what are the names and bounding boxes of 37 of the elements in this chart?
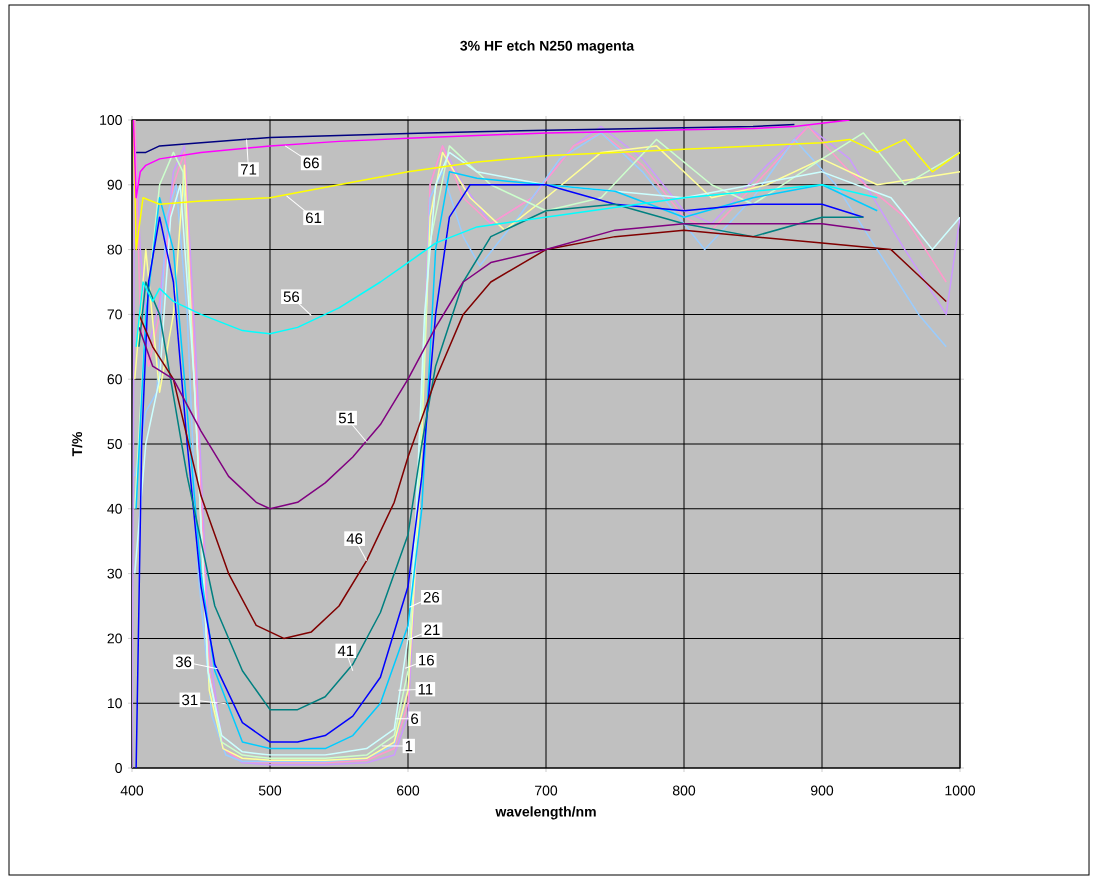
annotation: 66 — [303, 157, 319, 169]
y-tick-label: 50 — [107, 439, 122, 449]
y-tick-label: 20 — [107, 633, 122, 644]
x-tick-label: 500 — [258, 785, 282, 796]
y-tick-label: 80 — [107, 244, 122, 255]
annotation: 46 — [346, 533, 363, 544]
x-tick-label: 700 — [535, 785, 558, 796]
x-tick-label: 800 — [672, 785, 696, 796]
x-tick-label: 400 — [120, 785, 144, 796]
annotation: 1 — [405, 740, 413, 752]
y-tick-label: 70 — [107, 309, 122, 320]
x-tick-label: 1000 — [945, 785, 976, 796]
y-tick-label: 100 — [100, 115, 122, 125]
annotation: 71 — [240, 164, 257, 175]
y-tick-label: 30 — [107, 568, 122, 579]
y-tick-label: 90 — [107, 179, 122, 190]
annotation: 31 — [182, 694, 198, 706]
y-tick-label: 10 — [107, 698, 122, 709]
annotation: 26 — [423, 591, 440, 603]
y-tick-label: 40 — [107, 503, 122, 514]
annotation: 51 — [338, 412, 355, 424]
y-axis-title: T/% — [71, 431, 83, 457]
annotation: 56 — [283, 291, 300, 302]
annotation: 41 — [337, 645, 354, 656]
annotation: 16 — [419, 654, 434, 666]
chart-title: 3% HF etch N250 magenta — [460, 40, 635, 54]
line-series — [132, 119, 851, 199]
annotation: 61 — [305, 212, 322, 224]
y-tick-label: 60 — [107, 374, 122, 385]
annotation: 6 — [411, 713, 419, 725]
y-tick-label: 0 — [115, 763, 122, 773]
x-axis-title: wavelength/nm — [495, 806, 596, 820]
annotation: 21 — [424, 624, 440, 635]
x-tick-label: 600 — [397, 785, 420, 796]
annotation: 36 — [175, 656, 192, 668]
x-tick-label: 900 — [810, 785, 834, 796]
annotation: 11 — [418, 684, 433, 695]
